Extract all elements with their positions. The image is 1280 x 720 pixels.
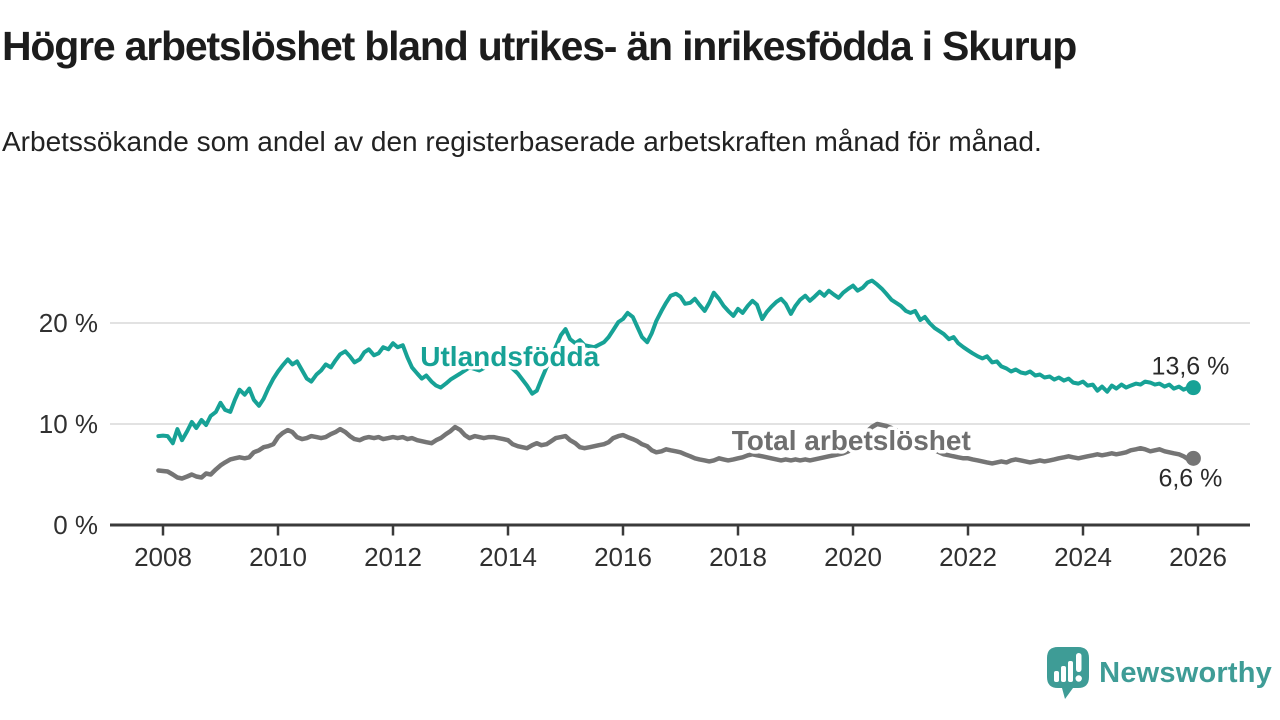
x-tick-label: 2016 [594, 542, 652, 572]
x-tick-label: 2010 [249, 542, 307, 572]
y-tick-label: 20 % [39, 308, 98, 338]
chart-subtitle: Arbetssökande som andel av den registerb… [2, 126, 1042, 157]
x-tick-label: 2014 [479, 542, 537, 572]
total-line [156, 421, 1196, 481]
newsworthy-bubble-icon [1047, 647, 1090, 699]
newsworthy-wordmark: Newsworthy [1099, 656, 1272, 689]
utlandsfodda-end-label: 13,6 % [1152, 353, 1230, 381]
logo-bar-3 [1068, 661, 1074, 682]
x-tick-label: 2008 [134, 542, 192, 572]
logo-bar-1 [1054, 671, 1060, 682]
logo-bar-2 [1061, 666, 1067, 682]
x-tick-label: 2020 [824, 542, 882, 572]
total-end-dot [1185, 450, 1201, 466]
newsworthy-logo: Newsworthy [1046, 646, 1272, 700]
total-series-label: Total arbetslöshet [732, 425, 971, 456]
utlandsfodda-end-dot [1185, 380, 1201, 396]
logo-exclamation-stem [1076, 653, 1082, 672]
utlandsfodda-series-label: Utlandsfödda [420, 341, 599, 372]
x-tick-label: 2018 [709, 542, 767, 572]
x-tick-label: 2012 [364, 542, 422, 572]
y-tick-label: 10 % [39, 409, 98, 439]
y-tick-label: 0 % [53, 510, 98, 540]
x-tick-label: 2026 [1169, 542, 1227, 572]
x-tick-label: 2024 [1054, 542, 1112, 572]
total-end-label: 6,6 % [1158, 464, 1222, 492]
logo-exclamation-dot [1075, 675, 1083, 682]
utlandsfodda-line [156, 278, 1196, 446]
x-tick-label: 2022 [939, 542, 997, 572]
page-title: Högre arbetslöshet bland utrikes- än inr… [2, 23, 1077, 69]
